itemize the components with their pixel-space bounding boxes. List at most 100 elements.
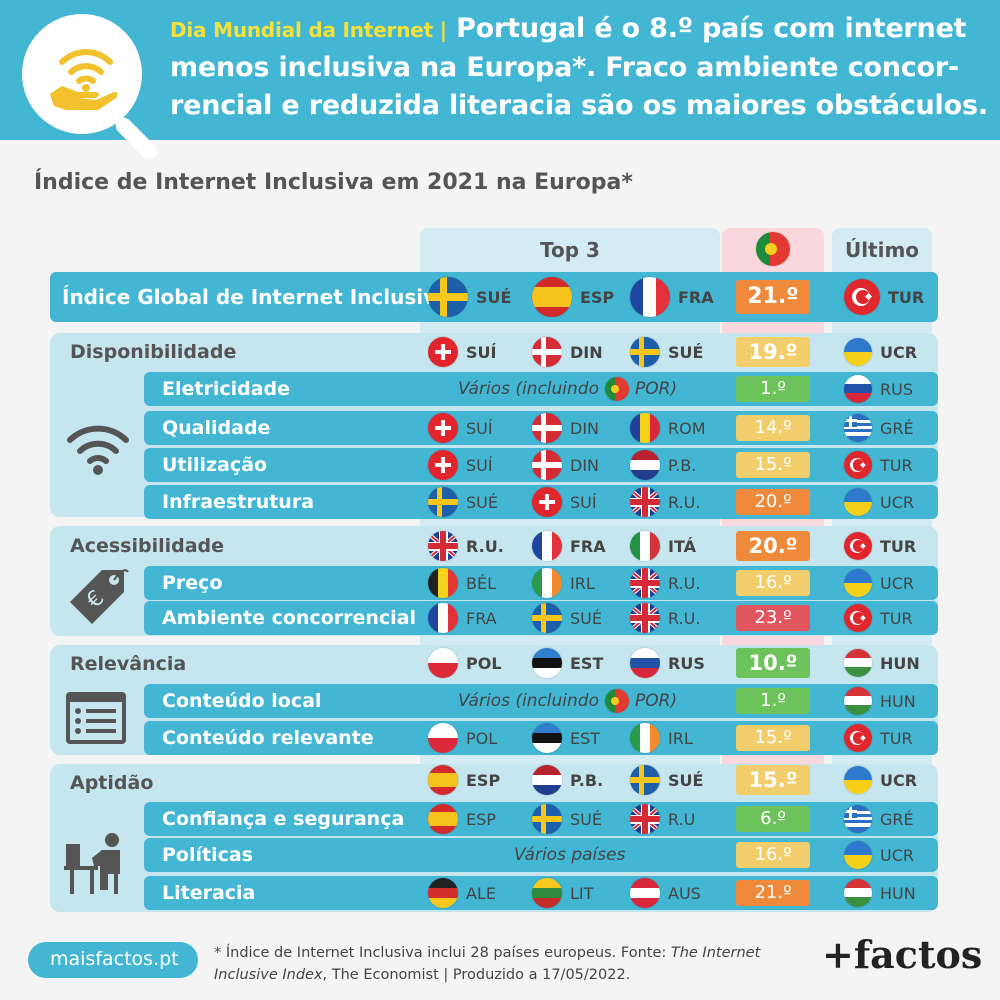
country-code: SUÍ — [466, 418, 493, 438]
last-country: GRÉ — [844, 411, 914, 445]
country-code: ITÁ — [668, 536, 697, 556]
row-label: Qualidade — [162, 417, 271, 439]
site-link-label: maisfactos.pt — [50, 948, 179, 970]
country-code: SUÍ — [570, 492, 597, 512]
country-code: R.U. — [668, 608, 701, 628]
portugal-rank-badge: 15.º — [736, 452, 810, 478]
country-code: SUÉ — [570, 809, 602, 829]
flag-esp-icon — [532, 277, 572, 317]
page-title: Índice de Internet Inclusiva em 2021 na … — [34, 170, 633, 195]
flag-fra-icon — [532, 531, 562, 561]
last-country: TUR — [844, 721, 913, 755]
flag-ukr-icon — [844, 569, 872, 597]
flag-swe-icon — [532, 603, 562, 633]
country-code: UCR — [880, 492, 914, 512]
flag-tur-icon — [844, 532, 872, 560]
country-code: GRÉ — [880, 809, 914, 829]
last-country: HUN — [844, 876, 916, 910]
country-code: LIT — [570, 883, 594, 903]
last-country: GRÉ — [844, 802, 914, 836]
row-label: Preço — [162, 572, 223, 594]
flag-esp-icon — [428, 804, 458, 834]
portugal-rank-badge: 23.º — [736, 605, 810, 631]
flag-swe-icon — [630, 765, 660, 795]
content-list-icon — [66, 692, 126, 744]
country-code: DIN — [570, 455, 600, 475]
flag-gbr-icon — [630, 804, 660, 834]
country-code: TUR — [880, 536, 917, 556]
flag-tur-icon — [844, 724, 872, 752]
flag-fra-icon — [630, 277, 670, 317]
footnote-text-1: * Índice de Internet Inclusiva inclui 28… — [214, 945, 671, 961]
top-country: R.U. — [630, 566, 700, 600]
top-country: SUÍ — [428, 448, 493, 482]
portugal-rank-badge: 20.º — [736, 489, 810, 515]
row-label: Confiança e segurança — [162, 808, 405, 830]
country-code: IRL — [570, 573, 595, 593]
top-country: SUÍ — [428, 335, 496, 369]
flag-gbr-icon — [630, 603, 660, 633]
last-country: HUN — [844, 646, 920, 680]
various-countries: Vários (incluindo POR) — [458, 372, 677, 406]
person-at-computer-icon — [64, 833, 120, 894]
country-code: FRA — [570, 536, 606, 556]
row-label: Infraestrutura — [162, 491, 315, 513]
country-code: TUR — [880, 608, 913, 628]
flag-pol-icon — [428, 723, 458, 753]
country-code: HUN — [880, 691, 916, 711]
top-country: ALE — [428, 876, 496, 910]
row-label: Conteúdo local — [162, 690, 322, 712]
last-country: UCR — [844, 838, 914, 872]
flag-aut-icon — [630, 878, 660, 908]
country-code: RUS — [880, 379, 913, 399]
flag-por-icon — [605, 377, 629, 401]
country-code: EST — [570, 653, 604, 673]
portugal-rank-badge: 21.º — [736, 280, 810, 314]
flag-nld-icon — [630, 450, 660, 480]
country-code: P.B. — [570, 770, 604, 790]
headline-text: Portugal é o 8.º país com internet menos… — [170, 13, 988, 121]
country-code: BÉL — [466, 573, 496, 593]
flag-din-icon — [532, 413, 562, 443]
country-code: ESP — [466, 809, 496, 829]
top-country: LIT — [532, 876, 593, 910]
flag-irl-icon — [630, 723, 660, 753]
flag-est-icon — [532, 723, 562, 753]
country-code: UCR — [880, 770, 918, 790]
top-country: P.B. — [532, 763, 603, 797]
country-code: SUÍ — [466, 455, 493, 475]
category-label: Aptidão — [70, 772, 154, 794]
flag-bel-icon — [428, 568, 458, 598]
row-label: Políticas — [162, 844, 253, 866]
flag-din-icon — [532, 337, 562, 367]
site-link[interactable]: maisfactos.pt — [28, 942, 198, 978]
flag-rus-icon — [630, 648, 660, 678]
row-label: Índice Global de Internet Inclusiva — [62, 285, 450, 309]
flag-por-icon — [605, 689, 629, 713]
country-code: R.U — [668, 809, 696, 829]
brand-logo: +factos — [822, 932, 983, 977]
country-code: ROM — [668, 418, 706, 438]
footnote: * Índice de Internet Inclusiva inclui 28… — [214, 942, 774, 986]
last-country: RUS — [844, 372, 913, 406]
various-countries: Vários países — [514, 838, 625, 872]
headline-kicker: Dia Mundial da Internet | — [170, 18, 447, 42]
flag-ukr-icon — [844, 338, 872, 366]
flag-hun-icon — [844, 649, 872, 677]
country-code: POL — [466, 728, 498, 748]
row-label: Eletricidade — [162, 378, 291, 400]
country-code: ALE — [466, 883, 496, 903]
category-label: Disponibilidade — [70, 341, 237, 363]
portugal-flag-icon — [756, 232, 790, 266]
last-country: TUR — [844, 601, 913, 635]
flag-tur-icon — [844, 451, 872, 479]
top-country: FRA — [630, 277, 714, 317]
last-country: UCR — [844, 485, 914, 519]
various-countries: Vários (incluindo POR) — [458, 684, 677, 718]
country-code: AUS — [668, 883, 701, 903]
country-code: EST — [570, 728, 601, 748]
top-country: IRL — [630, 721, 693, 755]
footnote-source: The Internet Inclusive Index — [214, 945, 761, 983]
flag-gbr-icon — [630, 568, 660, 598]
country-code: R.U. — [668, 492, 701, 512]
